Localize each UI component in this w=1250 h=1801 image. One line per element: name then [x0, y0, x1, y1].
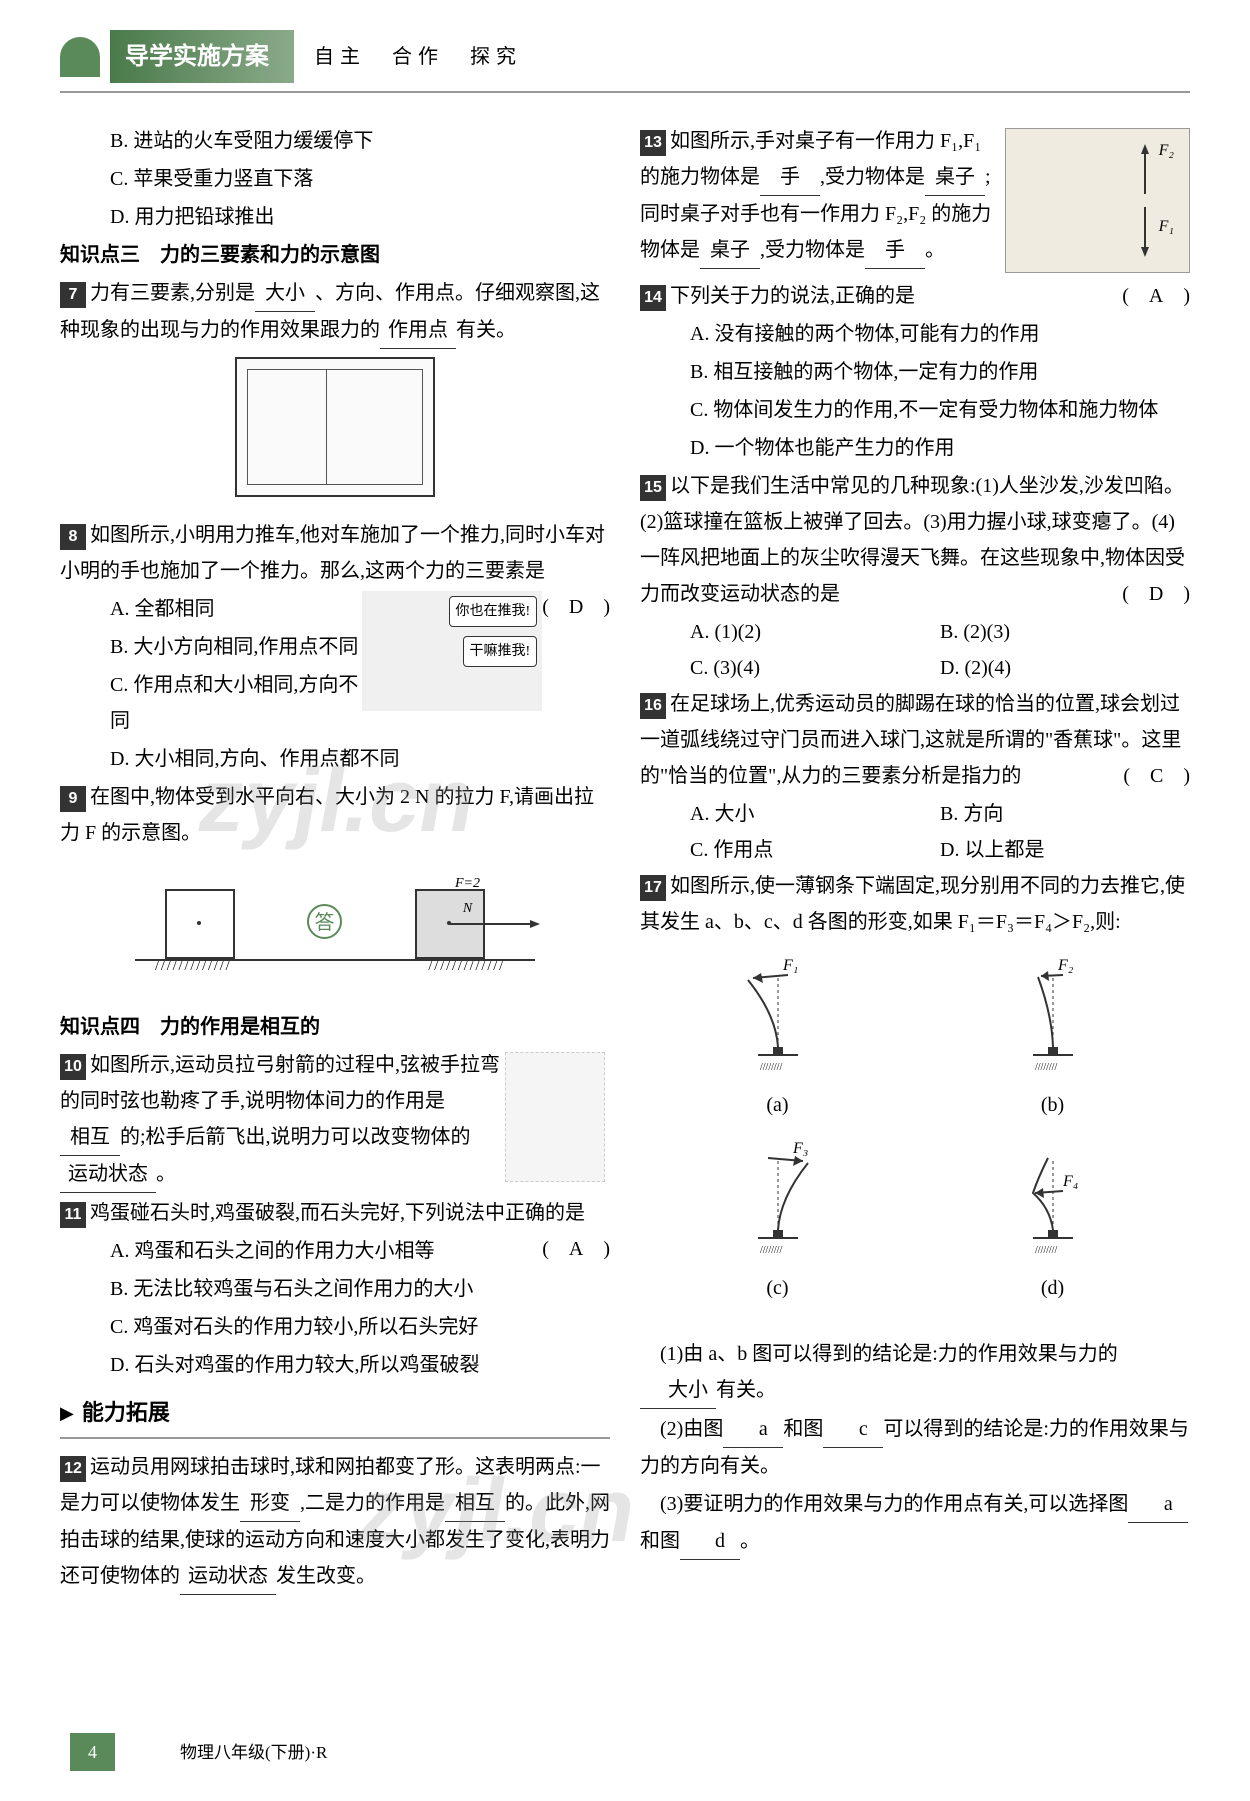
opt-d: D. 用力把铅球推出	[60, 199, 610, 235]
svg-text:F₂: F₂	[1057, 957, 1074, 974]
question-9: 9在图中,物体受到水平向右、大小为 2 N 的拉力 F,请画出拉力 F 的示意图…	[60, 779, 610, 851]
steel-bar-diagrams: //////// F₁ (a) ////////	[640, 955, 1190, 1321]
q17-sub3: (3)要证明力的作用效果与力的作用点有关,可以选择图a和图d。	[640, 1486, 1190, 1560]
qnum-13: 13	[640, 130, 666, 156]
svg-text:F₁: F₁	[782, 957, 798, 974]
qnum-11: 11	[60, 1202, 86, 1228]
question-8: 8如图所示,小明用力推车,他对车施加了一个推力,同时小车对小明的手也施加了一个推…	[60, 517, 610, 589]
diagram-d: //////// F₄ (d)	[929, 1138, 1177, 1306]
page-header: 导学实施方案 自主 合作 探究	[60, 30, 1190, 93]
q11-opt-a: A. 鸡蛋和石头之间的作用力大小相等	[60, 1233, 610, 1269]
archer-image	[505, 1052, 605, 1182]
q17-sub1: (1)由 a、b 图可以得到的结论是:力的作用效果与力的大小有关。	[640, 1336, 1190, 1409]
speech-bubble-1: 你也在推我!	[449, 596, 538, 627]
header-subtitle: 自主 合作 探究	[314, 39, 522, 75]
force-diagram-image: F=2 N ///////////// ///////////// 答	[60, 859, 610, 1001]
question-7: 7力有三要素,分别是大小、方向、作用点。仔细观察图,这种现象的出现与力的作用效果…	[60, 275, 610, 349]
left-column: B. 进站的火车受阻力缓缓停下 C. 苹果受重力竖直下落 D. 用力把铅球推出 …	[60, 123, 610, 1597]
q14-opt-c: C. 物体间发生力的作用,不一定有受力物体和施力物体	[640, 392, 1190, 428]
question-16: 16在足球场上,优秀运动员的脚踢在球的恰当的位置,球会划过一道弧线绕过守门员而进…	[640, 686, 1190, 794]
question-12: 12运动员用网球拍击球时,球和网拍都变了形。这表明两点:一是力可以使物体发生形变…	[60, 1449, 610, 1595]
ability-section-header: ▶ 能力拓展	[60, 1393, 610, 1439]
question-15: 15以下是我们生活中常见的几种现象:(1)人坐沙发,沙发凹陷。(2)篮球撞在篮板…	[640, 468, 1190, 612]
book-title-footer: 物理八年级(下册)·R	[180, 1738, 327, 1769]
door-push-image	[60, 357, 610, 509]
knowledge-point-3: 知识点三 力的三要素和力的示意图	[60, 237, 610, 273]
qnum-8: 8	[60, 524, 86, 550]
knowledge-point-4: 知识点四 力的作用是相互的	[60, 1009, 610, 1045]
q8-opt-a: A. 全都相同	[60, 591, 362, 627]
svg-text:////////: ////////	[1035, 1062, 1057, 1073]
header-title: 导学实施方案	[110, 30, 294, 83]
q15-row-1: A. (1)(2) B. (2)(3)	[640, 614, 1190, 650]
diagram-c: //////// F₃ (c)	[654, 1138, 902, 1306]
qnum-16: 16	[640, 693, 666, 719]
q15-row-2: C. (3)(4) D. (2)(4)	[640, 650, 1190, 686]
arrow-icon: ▶	[60, 1397, 74, 1429]
q8-opt-c: C. 作用点和大小相同,方向不同	[60, 667, 362, 739]
qnum-12: 12	[60, 1456, 86, 1482]
svg-text:////////: ////////	[760, 1245, 782, 1256]
hand-table-image: F₂ F₁	[1005, 128, 1190, 273]
qnum-7: 7	[60, 282, 86, 308]
q8-opt-b: B. 大小方向相同,作用点不同	[60, 629, 362, 665]
q14-opt-d: D. 一个物体也能产生力的作用	[640, 430, 1190, 466]
svg-text:F₃: F₃	[792, 1140, 808, 1157]
qnum-17: 17	[640, 875, 666, 901]
q11-opt-d: D. 石头对鸡蛋的作用力较大,所以鸡蛋破裂	[60, 1347, 610, 1383]
leaf-icon	[60, 37, 100, 77]
q16-row-2: C. 作用点 D. 以上都是	[640, 832, 1190, 868]
diagram-a: //////// F₁ (a)	[654, 955, 902, 1123]
cart-image: 你也在推我! 干嘛推我!	[362, 591, 542, 711]
q8-opt-d: D. 大小相同,方向、作用点都不同	[60, 741, 610, 777]
qnum-9: 9	[60, 786, 86, 812]
content-columns: B. 进站的火车受阻力缓缓停下 C. 苹果受重力竖直下落 D. 用力把铅球推出 …	[60, 123, 1190, 1597]
qnum-10: 10	[60, 1054, 86, 1080]
question-11: 11鸡蛋碰石头时,鸡蛋破裂,而石头完好,下列说法中正确的是 ( A )	[60, 1195, 610, 1231]
q14-opt-b: B. 相互接触的两个物体,一定有力的作用	[640, 354, 1190, 390]
speech-bubble-2: 干嘛推我!	[463, 636, 538, 667]
svg-text:F₄: F₄	[1062, 1173, 1078, 1190]
q11-opt-b: B. 无法比较鸡蛋与石头之间作用力的大小	[60, 1271, 610, 1307]
opt-c: C. 苹果受重力竖直下落	[60, 161, 610, 197]
svg-text:////////: ////////	[760, 1062, 782, 1073]
diagram-b: //////// F₂ (b)	[929, 955, 1177, 1123]
opt-b: B. 进站的火车受阻力缓缓停下	[60, 123, 610, 159]
q16-row-1: A. 大小 B. 方向	[640, 796, 1190, 832]
svg-text:////////: ////////	[1035, 1245, 1057, 1256]
page-number: 4	[70, 1733, 115, 1771]
question-14: 14下列关于力的说法,正确的是 ( A )	[640, 278, 1190, 314]
q11-opt-c: C. 鸡蛋对石头的作用力较小,所以石头完好	[60, 1309, 610, 1345]
q17-sub2: (2)由图a和图c可以得到的结论是:力的作用效果与力的方向有关。	[640, 1411, 1190, 1484]
qnum-15: 15	[640, 475, 666, 501]
right-column: F₂ F₁ 13如图所示,手对桌子有一作用力 F₁,F₁ 的施力物体是手,受力物…	[640, 123, 1190, 1597]
q14-opt-a: A. 没有接触的两个物体,可能有力的作用	[640, 316, 1190, 352]
question-17: 17如图所示,使一薄钢条下端固定,现分别用不同的力去推它,使其发生 a、b、c、…	[640, 868, 1190, 940]
qnum-14: 14	[640, 285, 666, 311]
